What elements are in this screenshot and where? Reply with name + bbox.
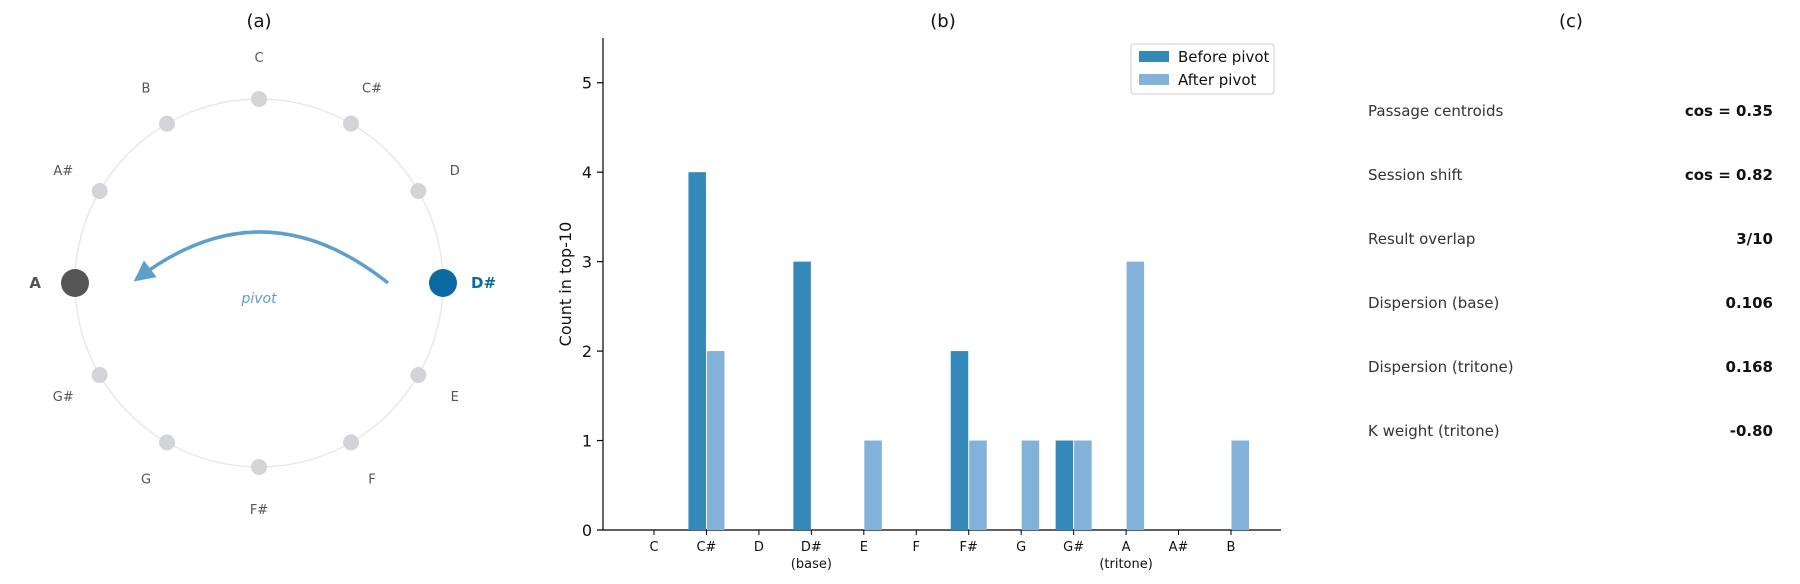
pitch-label-g: G xyxy=(141,473,151,488)
pitch-node-a-sharp xyxy=(91,183,108,199)
metric-label: K weight (tritone) xyxy=(1368,422,1500,440)
x-tick-label: G xyxy=(1016,540,1026,555)
panel-a-title: (a) xyxy=(246,11,271,32)
metric-label: Dispersion (tritone) xyxy=(1368,358,1514,376)
legend-swatch xyxy=(1139,74,1169,85)
metric-row: K weight (tritone) -0.80 xyxy=(1368,422,1773,440)
pitch-label-d-sharp: D# xyxy=(471,274,496,292)
x-tick-label: C xyxy=(649,540,658,555)
pitch-label-a: A xyxy=(29,274,41,292)
pitch-label-f-sharp: F# xyxy=(250,503,268,518)
metric-value: cos = 0.82 xyxy=(1685,166,1773,184)
bar-after-g-sharp xyxy=(1074,440,1092,530)
x-tick-label: F xyxy=(913,540,920,555)
metric-label: Dispersion (base) xyxy=(1368,294,1499,312)
bar-after-b xyxy=(1231,440,1249,530)
x-tick-label: D xyxy=(754,540,764,555)
metric-value: 0.168 xyxy=(1726,358,1773,376)
x-tick-label: A# xyxy=(1169,540,1189,555)
metric-label: Passage centroids xyxy=(1368,102,1503,120)
x-tick-label: F# xyxy=(960,540,978,555)
pitch-label-b: B xyxy=(142,81,151,96)
y-axis-label: Count in top-10 xyxy=(556,222,575,347)
pitch-label-d: D xyxy=(450,164,460,179)
metric-row: Result overlap 3/10 xyxy=(1368,230,1773,248)
pitch-node-d xyxy=(410,183,427,199)
x-tick-sublabel: (tritone) xyxy=(1099,557,1153,572)
bar-chart-panel: 0 1 2 3 4 5 Count in top-10 C C# D D# (base) E F F# G G#… xyxy=(556,38,1281,572)
pitch-node-f-sharp xyxy=(251,459,267,475)
metric-value: 3/10 xyxy=(1736,230,1773,248)
pitch-node-c-sharp xyxy=(343,115,359,132)
x-tick-label: G# xyxy=(1063,540,1084,555)
metric-row: Dispersion (tritone) 0.168 xyxy=(1368,358,1773,376)
bar-before-d-sharp xyxy=(793,261,811,530)
pitch-label-g-sharp: G# xyxy=(53,390,74,405)
legend-label: After pivot xyxy=(1178,71,1257,89)
metric-value: 0.106 xyxy=(1726,294,1773,312)
bar-after-e xyxy=(864,440,882,530)
x-tick-sublabel: (base) xyxy=(791,557,832,572)
bar-after-g xyxy=(1021,440,1040,530)
pitch-node-g-sharp xyxy=(91,367,108,383)
x-tick-label: A xyxy=(1122,540,1131,555)
pitch-node-a xyxy=(61,269,89,297)
legend-swatch xyxy=(1139,51,1169,62)
panel-c-title: (c) xyxy=(1559,11,1583,32)
metrics-panel: Passage centroids cos = 0.35 Session shift… xyxy=(1368,102,1773,440)
pitch-label-c-sharp: C# xyxy=(362,81,382,96)
metric-label: Result overlap xyxy=(1368,230,1475,248)
pitch-node-c xyxy=(251,91,267,107)
x-tick-label: B xyxy=(1227,540,1236,555)
bar-after-c-sharp xyxy=(706,351,725,530)
metric-row: Session shift cos = 0.82 xyxy=(1368,166,1773,184)
bar-after-f-sharp xyxy=(969,440,987,530)
pitch-node-b xyxy=(159,115,175,132)
legend-label: Before pivot xyxy=(1178,48,1270,66)
pitch-node-g xyxy=(159,434,175,451)
legend: Before pivot After pivot xyxy=(1130,43,1275,95)
y-tick-label: 1 xyxy=(582,432,592,451)
y-tick-label: 5 xyxy=(582,74,592,93)
x-tick-label: E xyxy=(860,540,868,555)
pivot-label: pivot xyxy=(240,291,277,307)
x-tick-label: D# xyxy=(801,540,822,555)
y-tick-label: 3 xyxy=(582,253,592,272)
bar-before-f-sharp xyxy=(950,351,969,530)
pitch-node-f xyxy=(343,434,359,451)
bar-before-g-sharp xyxy=(1055,440,1074,530)
panel-b-title: (b) xyxy=(930,11,955,32)
metric-value: cos = 0.35 xyxy=(1685,102,1773,120)
y-tick-label: 2 xyxy=(582,342,592,361)
pitch-label-a-sharp: A# xyxy=(53,164,73,179)
y-tick-label: 0 xyxy=(582,521,592,540)
metric-value: -0.80 xyxy=(1730,422,1773,440)
pitch-label-f: F xyxy=(368,473,375,488)
metric-row: Dispersion (base) 0.106 xyxy=(1368,294,1773,312)
metric-label: Session shift xyxy=(1368,166,1463,184)
pitch-label-c: C xyxy=(254,51,263,66)
x-tick-label: C# xyxy=(696,540,716,555)
pitch-label-e: E xyxy=(451,390,459,405)
pitch-node-d-sharp xyxy=(429,269,457,297)
bar-before-c-sharp xyxy=(688,172,706,530)
bar-after-a xyxy=(1126,261,1145,530)
y-tick-label: 4 xyxy=(582,163,592,182)
pivot-arrow xyxy=(133,230,390,285)
pitch-node-e xyxy=(410,367,427,383)
metric-row: Passage centroids cos = 0.35 xyxy=(1368,102,1773,120)
